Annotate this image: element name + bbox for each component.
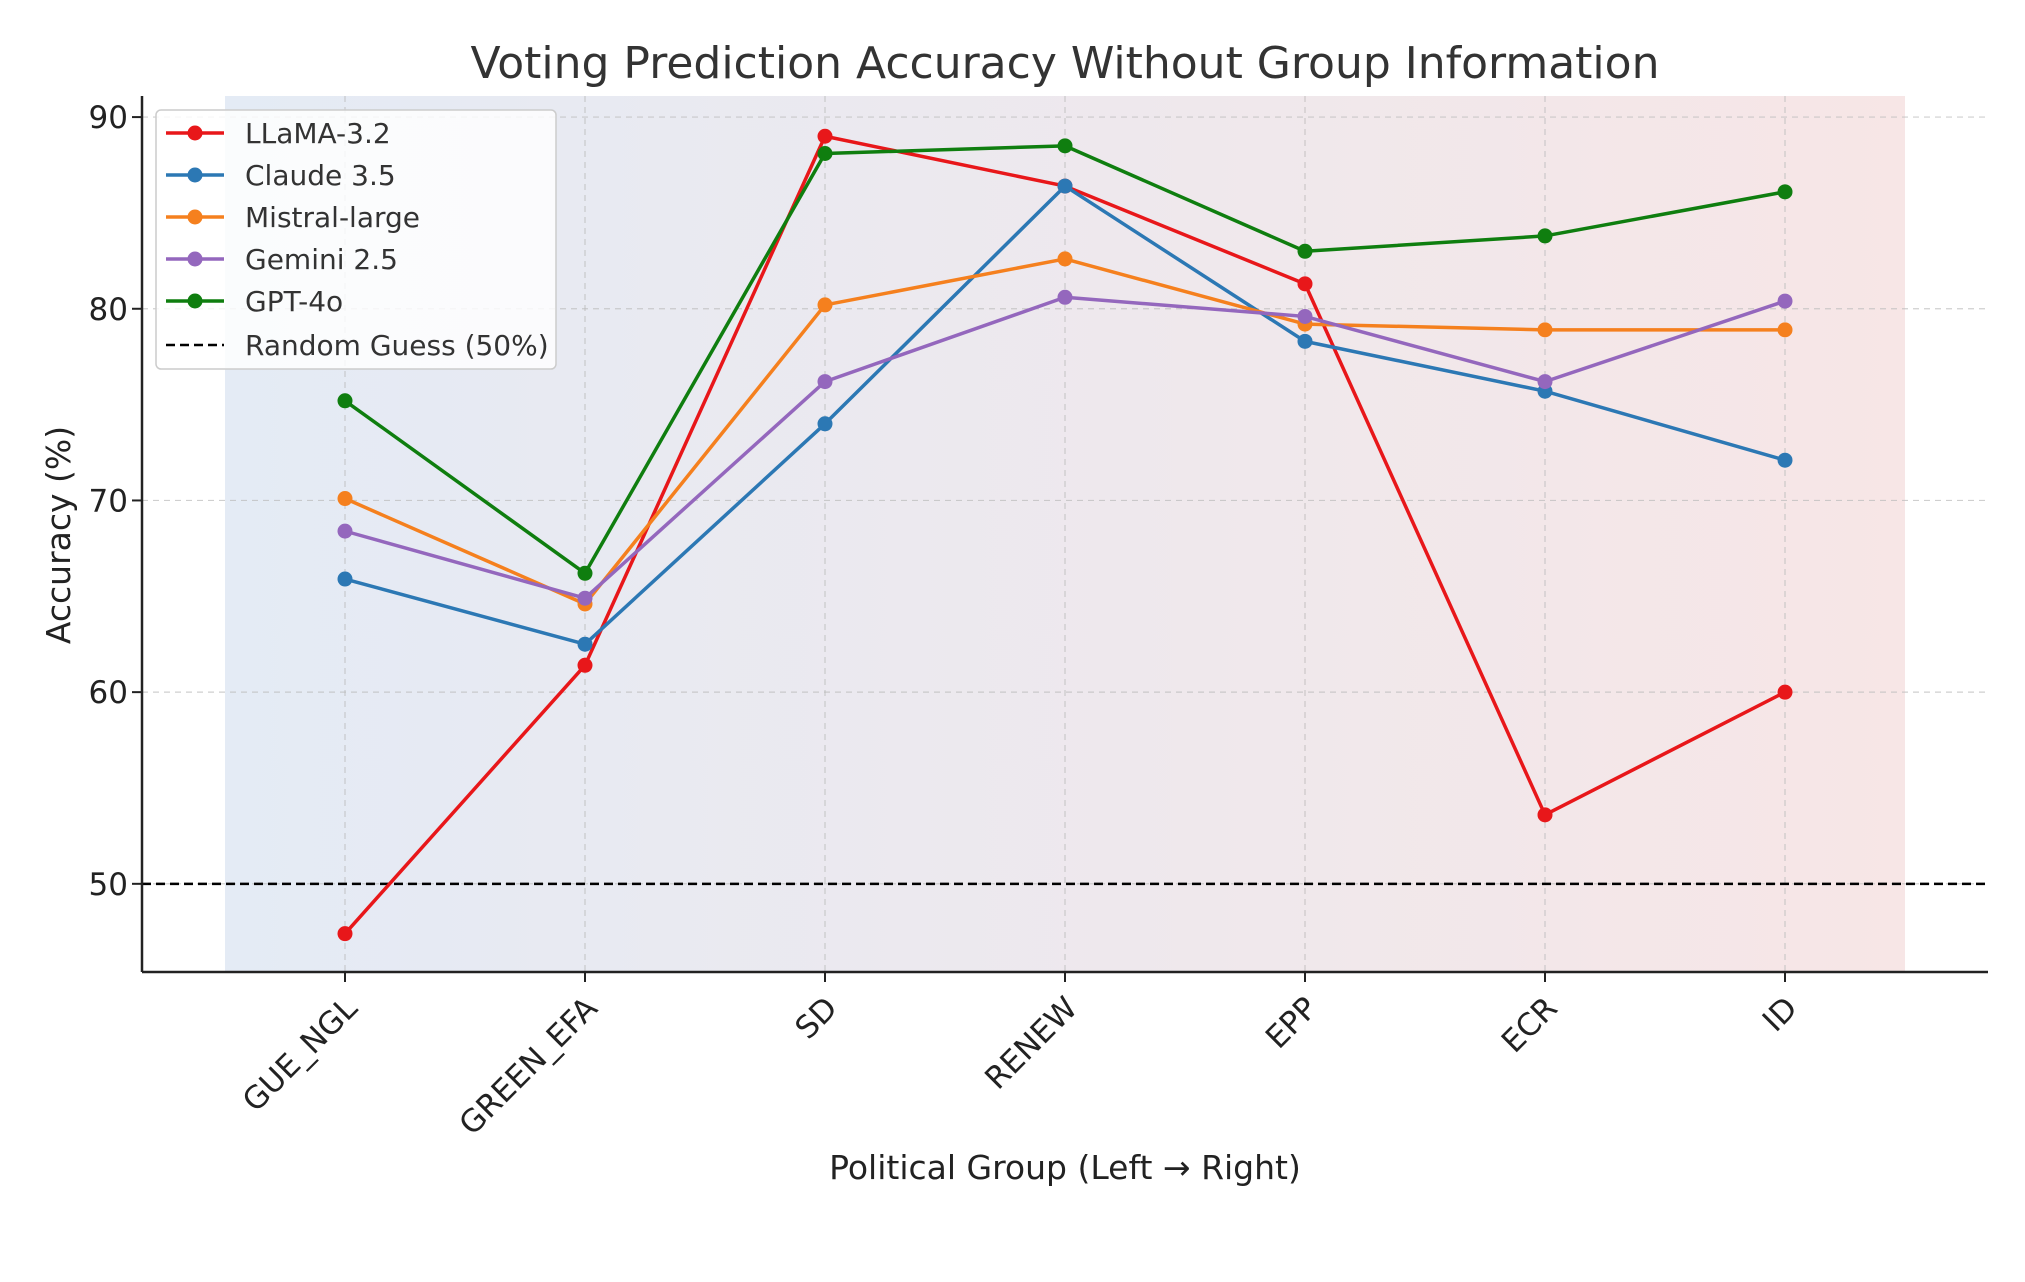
x-ticks: GUE_NGL GREEN_EFA SD RENEW EPP ECR ID	[236, 972, 1805, 1142]
legend-swatch-marker	[187, 209, 203, 225]
data-point	[1297, 333, 1313, 349]
legend-swatch-marker	[187, 251, 203, 267]
y-tick-label: 80	[89, 292, 128, 328]
data-point	[1297, 276, 1313, 292]
legend: LLaMA-3.2 Claude 3.5 Mistral-large Gemini 2…	[155, 109, 557, 370]
legend-label: Mistral-large	[245, 201, 420, 234]
data-point	[817, 374, 833, 390]
data-point	[817, 416, 833, 432]
legend-label: Gemini 2.5	[245, 243, 398, 276]
data-point	[1057, 138, 1073, 154]
data-point	[1777, 452, 1793, 468]
data-point	[337, 571, 353, 587]
y-tick-label: 50	[89, 867, 128, 903]
y-axis-label: Accuracy (%)	[39, 426, 78, 644]
data-point	[337, 393, 353, 409]
data-point	[337, 926, 353, 942]
data-point	[1297, 243, 1313, 259]
legend-swatch-marker	[187, 125, 203, 141]
legend-swatch-marker	[187, 167, 203, 183]
x-tick-label: ECR	[1495, 990, 1565, 1060]
data-point	[1777, 293, 1793, 309]
legend-label: LLaMA-3.2	[245, 117, 391, 150]
series-gemini-2-5	[337, 289, 1793, 606]
legend-label: Claude 3.5	[245, 159, 396, 192]
data-point	[577, 590, 593, 606]
data-point	[337, 491, 353, 507]
x-tick-label: GREEN_EFA	[452, 990, 604, 1142]
y-tick-label: 70	[89, 483, 128, 519]
x-tick-label: EPP	[1259, 990, 1325, 1056]
data-point	[1057, 251, 1073, 267]
data-point	[577, 565, 593, 581]
series-group	[337, 128, 1793, 942]
data-point	[1537, 228, 1553, 244]
x-tick-label: GUE_NGL	[236, 990, 365, 1119]
data-point	[817, 128, 833, 144]
chart-title: Voting Prediction Accuracy Without Group…	[471, 38, 1660, 89]
data-point	[577, 636, 593, 652]
data-point	[1777, 322, 1793, 338]
data-point	[1777, 184, 1793, 200]
legend-entry: Mistral-large	[166, 201, 420, 234]
y-tick-label: 60	[89, 675, 128, 711]
data-point	[1297, 308, 1313, 324]
data-point	[1537, 322, 1553, 338]
legend-label: Random Guess (50%)	[245, 329, 549, 362]
data-point	[1537, 374, 1553, 390]
data-point	[817, 146, 833, 162]
legend-entry: Random Guess (50%)	[166, 329, 549, 362]
legend-entry: Claude 3.5	[166, 159, 396, 192]
data-point	[1537, 807, 1553, 823]
legend-box	[155, 109, 557, 370]
data-point	[817, 297, 833, 313]
data-point	[1057, 289, 1073, 305]
y-tick-label: 90	[89, 100, 128, 136]
data-point	[1057, 178, 1073, 194]
series-gpt-4o	[337, 138, 1793, 581]
data-point	[1777, 684, 1793, 700]
data-point	[577, 657, 593, 673]
x-axis-label: Political Group (Left → Right)	[829, 1148, 1301, 1187]
x-tick-label: ID	[1756, 990, 1805, 1039]
legend-swatch-marker	[187, 293, 203, 309]
legend-label: GPT-4o	[245, 285, 343, 318]
x-tick-label: RENEW	[978, 990, 1084, 1096]
data-point	[337, 523, 353, 539]
legend-entry: LLaMA-3.2	[166, 117, 391, 150]
y-ticks: 50 60 70 80 90	[89, 100, 142, 903]
x-tick-label: SD	[788, 990, 844, 1046]
legend-entry: GPT-4o	[166, 285, 343, 318]
legend-entry: Gemini 2.5	[166, 243, 398, 276]
